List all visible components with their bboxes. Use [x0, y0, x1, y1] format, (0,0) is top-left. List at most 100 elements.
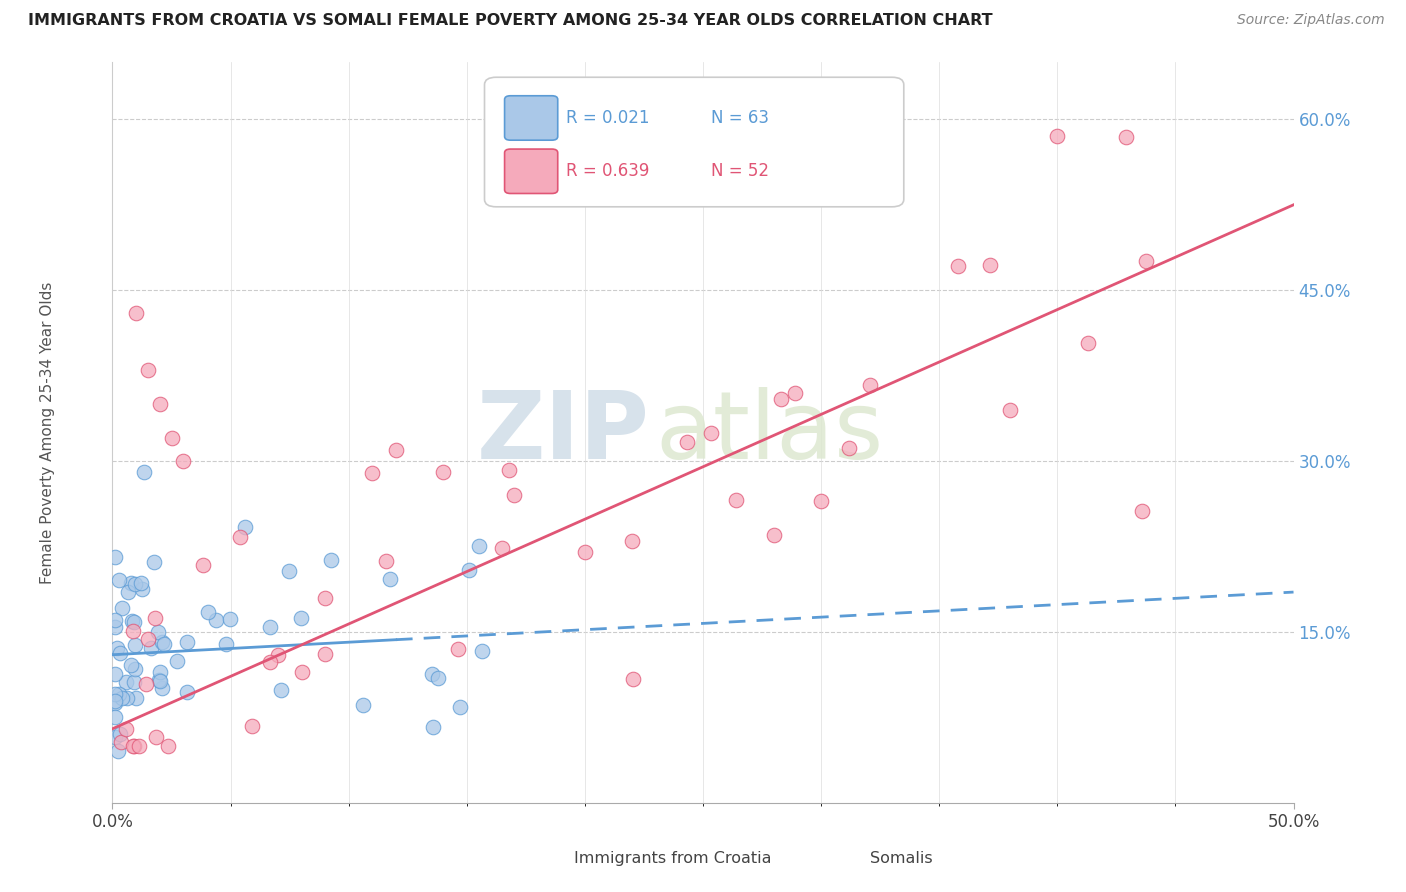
Point	[457, 563, 479, 577]
Point	[149, 397, 172, 411]
Point	[446, 642, 468, 657]
Point	[120, 576, 142, 591]
Point	[121, 614, 143, 628]
Point	[108, 573, 131, 587]
Point	[385, 442, 408, 457]
Point	[193, 558, 215, 572]
Point	[104, 549, 127, 564]
Point	[128, 739, 150, 753]
Point	[810, 494, 832, 508]
Text: ZIP: ZIP	[477, 386, 650, 479]
Point	[131, 582, 153, 596]
Point	[1077, 336, 1099, 351]
Point	[471, 643, 494, 657]
Point	[621, 672, 644, 686]
Point	[1130, 504, 1153, 518]
Point	[785, 385, 807, 400]
Text: N = 52: N = 52	[711, 162, 769, 180]
Point	[352, 698, 374, 712]
Point	[121, 624, 143, 638]
Point	[149, 673, 172, 688]
Point	[107, 744, 129, 758]
FancyBboxPatch shape	[823, 844, 865, 878]
Point	[278, 565, 301, 579]
Point	[233, 520, 256, 534]
Point	[166, 654, 188, 668]
Point	[136, 363, 159, 377]
Point	[218, 611, 240, 625]
Point	[150, 634, 173, 648]
Point	[141, 640, 163, 655]
Point	[675, 434, 697, 449]
Point	[104, 666, 127, 681]
Point	[125, 306, 148, 320]
Point	[104, 620, 127, 634]
Point	[314, 648, 336, 662]
Point	[115, 691, 138, 706]
Point	[1046, 129, 1069, 144]
Point	[104, 614, 127, 628]
Point	[498, 462, 520, 476]
FancyBboxPatch shape	[527, 844, 569, 878]
Point	[135, 677, 157, 691]
Point	[108, 647, 131, 661]
Point	[176, 635, 198, 649]
Point	[361, 467, 384, 481]
Point	[290, 665, 312, 680]
Point	[122, 739, 145, 753]
Point	[762, 528, 785, 542]
Point	[111, 601, 134, 615]
Point	[270, 682, 292, 697]
Point	[104, 694, 127, 708]
FancyBboxPatch shape	[505, 149, 558, 194]
Point	[378, 572, 401, 586]
FancyBboxPatch shape	[505, 95, 558, 140]
Point	[267, 648, 290, 662]
Point	[240, 719, 263, 733]
Point	[148, 673, 170, 687]
Point	[259, 655, 281, 669]
Point	[259, 620, 281, 634]
Point	[314, 591, 336, 605]
Point	[108, 687, 131, 701]
FancyBboxPatch shape	[485, 78, 904, 207]
Point	[699, 426, 721, 441]
Point	[420, 667, 443, 681]
Point	[143, 555, 166, 569]
Point	[131, 576, 153, 591]
Point	[148, 625, 170, 640]
Point	[104, 696, 127, 710]
Point	[432, 466, 454, 480]
Point	[120, 657, 142, 672]
Text: Somalis: Somalis	[869, 851, 932, 866]
Point	[449, 700, 471, 714]
Point	[160, 431, 183, 445]
Point	[176, 685, 198, 699]
Point	[111, 691, 134, 706]
Point	[124, 638, 146, 652]
Point	[104, 710, 127, 724]
Point	[214, 637, 236, 651]
Point	[468, 540, 491, 554]
Point	[105, 640, 128, 655]
Point	[153, 636, 176, 650]
Point	[491, 541, 513, 555]
Point	[150, 681, 173, 696]
Text: Immigrants from Croatia: Immigrants from Croatia	[574, 851, 772, 866]
Point	[838, 441, 860, 455]
Point	[769, 392, 792, 407]
Point	[725, 493, 748, 508]
Point	[108, 727, 131, 741]
Point	[290, 611, 312, 625]
Point	[621, 533, 644, 548]
Text: R = 0.021: R = 0.021	[567, 109, 650, 127]
Point	[104, 731, 127, 745]
Point	[503, 488, 526, 502]
Point	[122, 675, 145, 690]
Point	[125, 691, 148, 706]
Point	[124, 576, 146, 591]
Point	[375, 554, 398, 568]
Point	[124, 662, 146, 676]
Point	[205, 613, 228, 627]
Text: atlas: atlas	[655, 386, 884, 479]
